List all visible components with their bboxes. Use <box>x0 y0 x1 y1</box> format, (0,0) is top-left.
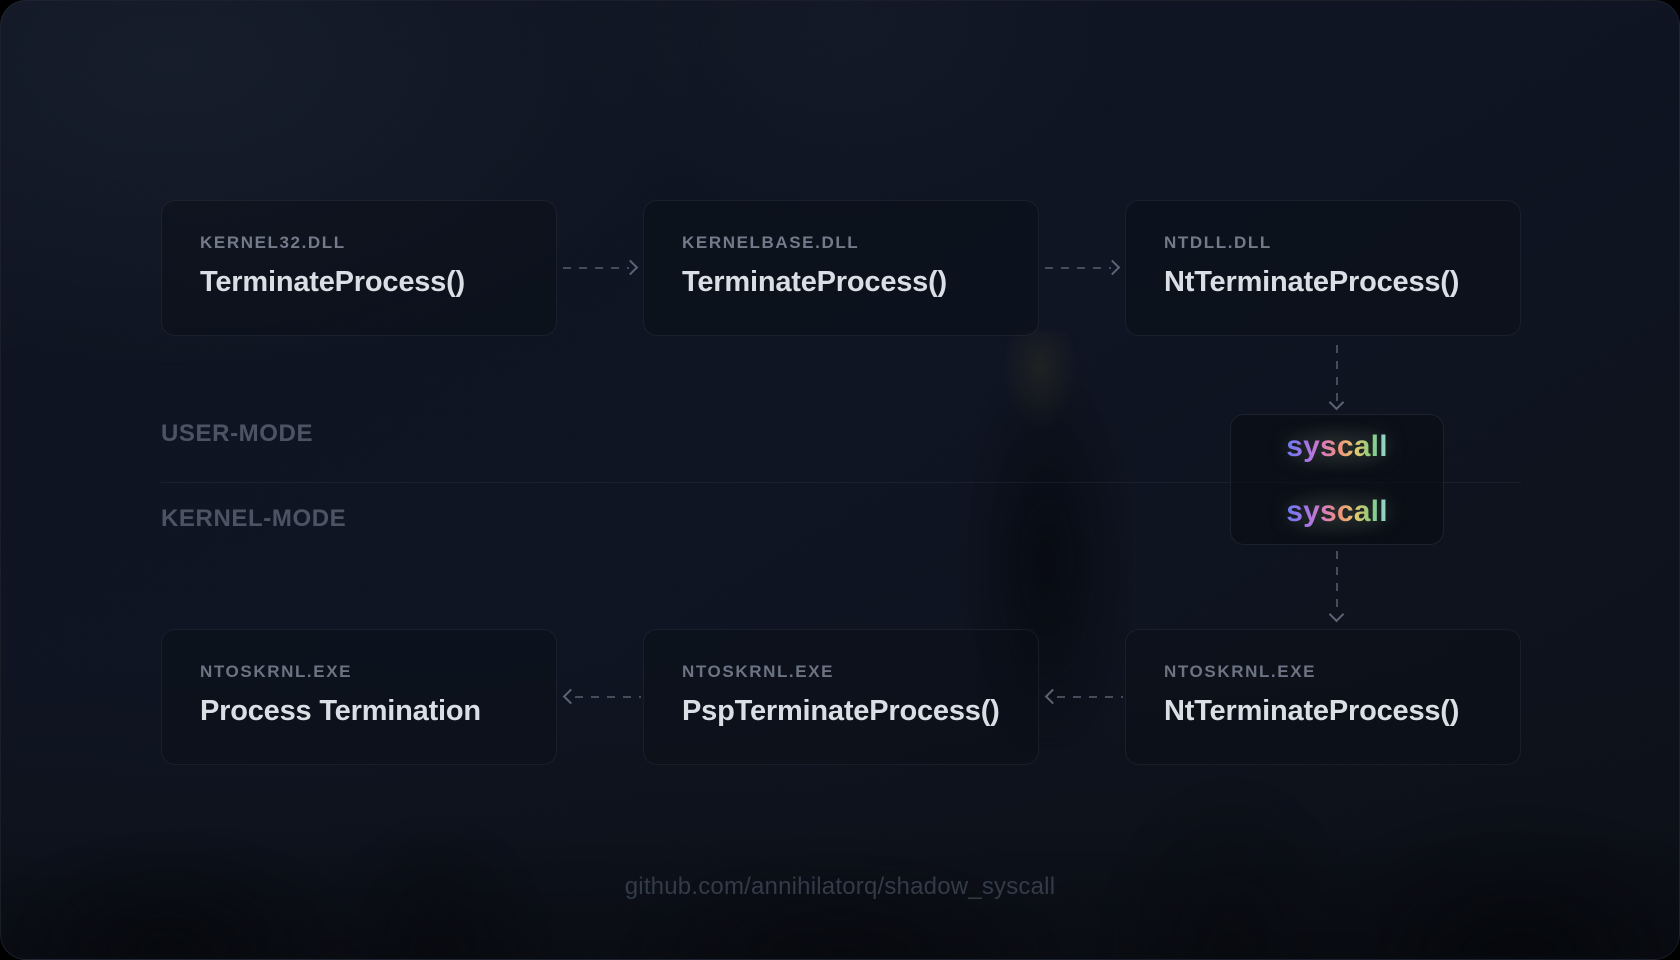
syscall-gate-kernel-half: syscall <box>1231 480 1443 545</box>
syscall-user-text: syscall <box>1286 430 1388 464</box>
function-label: NtTerminateProcess() <box>1164 695 1460 727</box>
module-label: NTOSKRNL.EXE <box>1164 662 1317 681</box>
module-label: NTOSKRNL.EXE <box>682 662 835 681</box>
function-label: Process Termination <box>200 695 481 727</box>
syscall-kernel-text: syscall <box>1286 494 1388 528</box>
api-box-ntdll: NTDLL.DLL NtTerminateProcess() <box>1125 200 1521 336</box>
module-label: NTOSKRNL.EXE <box>200 662 353 681</box>
function-label: NtTerminateProcess() <box>1164 266 1460 298</box>
function-label: TerminateProcess() <box>682 266 948 298</box>
arrow-right-icon <box>1104 259 1121 276</box>
kernel-mode-label: KERNEL-MODE <box>161 505 347 532</box>
syscall-glow <box>1269 420 1405 475</box>
api-box-kernel32: KERNEL32.DLL TerminateProcess() <box>161 200 557 336</box>
arrow-left-icon <box>562 688 579 705</box>
connector-line <box>1336 345 1338 401</box>
connector-line <box>1336 551 1338 611</box>
arrow-right-icon <box>622 259 639 276</box>
user-mode-label: USER-MODE <box>161 420 314 447</box>
background-grass-left <box>1 739 561 959</box>
api-box-psp-terminate: NTOSKRNL.EXE PspTerminateProcess() <box>643 629 1039 765</box>
arrow-down-icon <box>1328 606 1345 623</box>
arrow-left-icon <box>1044 688 1061 705</box>
connector-line <box>1057 696 1123 698</box>
arrow-down-icon <box>1328 394 1345 411</box>
connector-line <box>563 267 629 269</box>
api-box-nt-terminate-kernel: NTOSKRNL.EXE NtTerminateProcess() <box>1125 629 1521 765</box>
connector-line <box>1045 267 1111 269</box>
background-grass-middle <box>561 739 1121 959</box>
mode-divider <box>161 482 1521 483</box>
function-label: PspTerminateProcess() <box>682 695 1000 727</box>
footer-repo-url: github.com/annihilatorq/shadow_syscall <box>624 873 1056 900</box>
syscall-gate: syscall syscall <box>1230 414 1444 545</box>
connector-line <box>575 696 641 698</box>
api-box-kernelbase: KERNELBASE.DLL TerminateProcess() <box>643 200 1039 336</box>
function-label: TerminateProcess() <box>200 266 466 298</box>
background-grass-right <box>1039 739 1679 959</box>
api-box-process-termination: NTOSKRNL.EXE Process Termination <box>161 629 557 765</box>
syscall-glow <box>1269 484 1405 539</box>
module-label: NTDLL.DLL <box>1164 233 1272 252</box>
module-label: KERNELBASE.DLL <box>682 233 860 252</box>
syscall-gate-user-half: syscall <box>1231 415 1443 480</box>
module-label: KERNEL32.DLL <box>200 233 346 252</box>
